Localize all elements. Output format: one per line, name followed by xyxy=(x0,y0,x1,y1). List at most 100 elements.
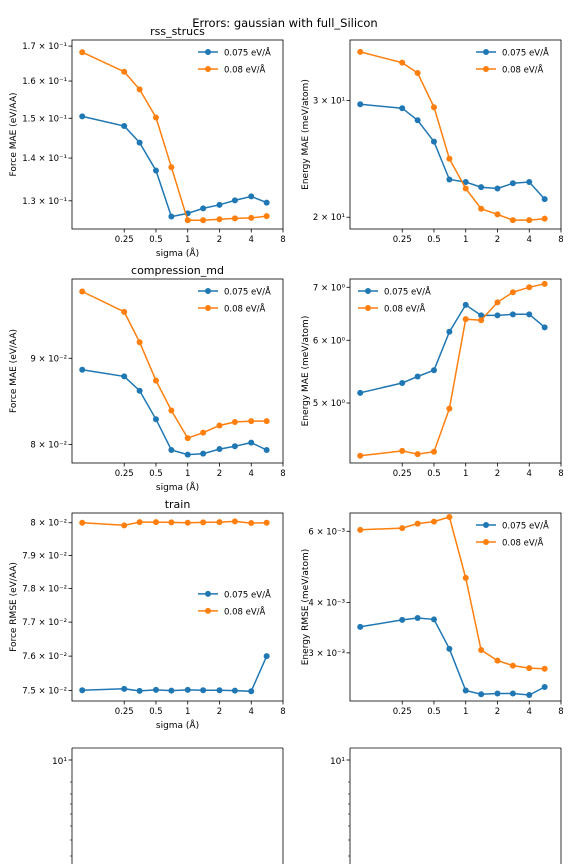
chart-6: 10¹ xyxy=(52,747,284,864)
figure-suptitle: Errors: gaussian with full_Silicon xyxy=(192,16,377,30)
data-point xyxy=(357,101,364,108)
data-point xyxy=(541,280,548,287)
x-tick-label: 2 xyxy=(495,469,500,479)
series-line-1 xyxy=(360,51,545,221)
data-point xyxy=(168,519,175,526)
x-tick-label: 1 xyxy=(185,469,190,479)
data-point xyxy=(248,520,255,527)
data-point xyxy=(478,312,485,319)
legend-marker xyxy=(483,522,489,528)
series-line-0 xyxy=(82,115,267,218)
y-tick-label: 10¹ xyxy=(52,757,67,767)
series-line-0 xyxy=(82,655,268,693)
data-point xyxy=(494,657,501,664)
data-point xyxy=(399,105,406,112)
data-point xyxy=(216,446,223,453)
y-tick-label: 7.8 × 10⁻² xyxy=(22,585,67,595)
data-point xyxy=(399,616,406,623)
y-axis-label: Energy RMSE (meV/atom) xyxy=(301,549,311,665)
legend-marker xyxy=(483,66,489,72)
legend-label: 0.08 eV/Å xyxy=(224,64,266,76)
x-tick-label: 0.25 xyxy=(393,707,412,717)
data-point xyxy=(446,405,453,412)
data-point xyxy=(446,328,453,335)
data-point xyxy=(168,407,175,414)
data-point xyxy=(462,179,469,186)
series-line-0 xyxy=(360,303,546,394)
data-point xyxy=(541,665,548,672)
data-point xyxy=(526,217,533,224)
data-point xyxy=(446,645,453,652)
chart-title: rss_strucs xyxy=(150,25,205,38)
data-point xyxy=(494,312,501,319)
data-point xyxy=(357,389,364,396)
chart-grid: 0.25 0.5 1 2 4 8 1.3 × 10⁻¹ 1.4 × 10⁻¹ 1.5 × 10⁻… xyxy=(9,25,564,864)
data-point xyxy=(121,685,128,692)
series-line-0 xyxy=(82,369,268,456)
data-point xyxy=(263,213,270,220)
data-point xyxy=(509,662,516,669)
data-point xyxy=(509,180,516,187)
data-point xyxy=(263,653,270,660)
x-tick-label: 8 xyxy=(280,469,285,479)
data-point xyxy=(184,451,191,458)
data-point xyxy=(200,519,207,526)
data-point xyxy=(216,519,223,526)
data-point xyxy=(168,687,175,694)
data-point xyxy=(414,69,421,76)
data-point xyxy=(446,176,453,183)
x-tick-label: 0.25 xyxy=(393,469,412,479)
data-point xyxy=(216,687,223,694)
legend-label: 0.08 eV/Å xyxy=(502,537,544,549)
x-tick-label: 0.25 xyxy=(115,235,134,245)
plot-frame xyxy=(349,512,562,702)
data-point xyxy=(79,519,86,526)
data-point xyxy=(136,519,143,526)
data-point xyxy=(200,429,207,436)
x-tick-label: 4 xyxy=(249,235,254,245)
legend-marker xyxy=(483,539,489,545)
x-tick-label: 0.5 xyxy=(149,235,163,245)
y-tick-label: 5 × 10⁰ xyxy=(313,399,346,409)
y-tick-label: 6 × 10⁰ xyxy=(313,336,346,346)
data-point xyxy=(462,687,469,694)
data-point xyxy=(462,316,469,323)
data-point xyxy=(494,299,501,306)
legend-marker xyxy=(365,288,371,294)
data-point xyxy=(509,690,516,697)
data-point xyxy=(200,687,207,694)
y-tick-label: 9 × 10⁻² xyxy=(30,354,67,364)
x-tick-label: 0.5 xyxy=(427,469,441,479)
data-point xyxy=(399,447,406,454)
data-point xyxy=(526,665,533,672)
plot-frame xyxy=(349,278,562,464)
y-tick-label: 1.4 × 10⁻¹ xyxy=(22,154,67,164)
legend-marker xyxy=(483,49,489,55)
data-point xyxy=(399,379,406,386)
x-tick-label: 8 xyxy=(558,707,563,717)
chart-title: compression_md xyxy=(131,264,224,277)
data-point xyxy=(509,289,516,296)
data-point xyxy=(414,614,421,621)
x-tick-label: 0.25 xyxy=(393,235,412,245)
plot-frame xyxy=(349,39,562,230)
legend-label: 0.075 eV/Å xyxy=(502,47,549,59)
data-point xyxy=(446,155,453,162)
x-tick-label: 2 xyxy=(217,469,222,479)
x-tick-label: 0.5 xyxy=(149,707,163,717)
y-tick-label: 3 × 10¹ xyxy=(313,96,345,106)
legend-label: 0.075 eV/Å xyxy=(384,286,431,298)
series-line-1 xyxy=(81,51,267,221)
data-point xyxy=(168,213,175,220)
data-point xyxy=(446,513,453,520)
legend-label: 0.075 eV/Å xyxy=(224,47,271,59)
series-line-0 xyxy=(360,617,546,696)
x-tick-label: 2 xyxy=(495,707,500,717)
x-tick-label: 8 xyxy=(558,235,563,245)
data-point xyxy=(357,452,364,459)
y-axis-label: Force RMSE (eV/AA) xyxy=(9,562,19,652)
x-tick-label: 4 xyxy=(527,235,532,245)
chart-2: 0.25 0.5 1 2 4 8 8 × 10⁻² 9 × 10⁻² compression_m… xyxy=(9,264,286,493)
data-point xyxy=(430,138,437,145)
data-point xyxy=(541,215,548,222)
